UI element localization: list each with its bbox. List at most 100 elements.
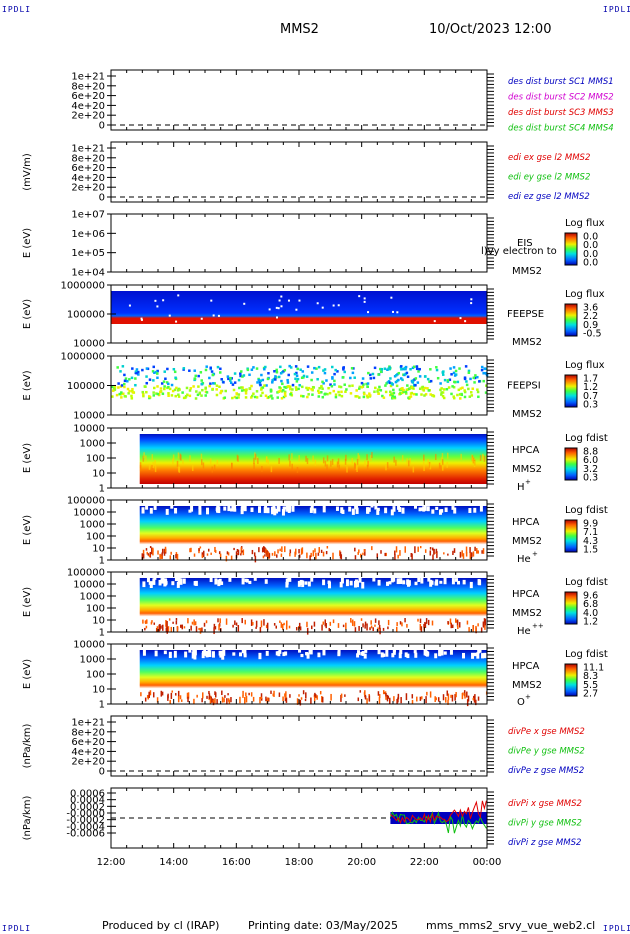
eis-overlay-text: l)vy electron to xyxy=(481,246,557,257)
spectrogram-pixel xyxy=(439,382,442,385)
y-axis-label: E (eV) xyxy=(22,659,33,689)
spectrogram-pixel xyxy=(250,619,253,626)
spectrogram-pixel xyxy=(484,367,488,371)
spectrogram-pixel xyxy=(279,365,282,369)
spectrogram-pixel xyxy=(275,625,278,629)
spectrogram-streak xyxy=(306,458,309,465)
spectrogram-pixel xyxy=(452,371,456,375)
spectrogram-pixel xyxy=(299,626,302,631)
spectrogram-gap xyxy=(142,649,146,656)
spectrogram-pixel xyxy=(148,692,150,698)
spectrogram-pixel xyxy=(261,386,265,389)
spectrogram-pixel xyxy=(201,698,203,703)
spectrogram-pixel xyxy=(192,385,195,388)
spectrogram-pixel xyxy=(318,547,320,553)
spectrogram-gap xyxy=(451,578,455,585)
spectrogram-pixel xyxy=(442,370,445,373)
spectrogram-pixel xyxy=(266,377,270,381)
spectrogram-pixel xyxy=(156,697,159,703)
spectrogram-pixel xyxy=(478,380,481,383)
spectrogram-gap xyxy=(364,648,368,653)
colorbar xyxy=(564,591,578,625)
spectrogram-pixel xyxy=(241,618,243,624)
spectrogram-pixel xyxy=(233,547,235,551)
y-tick-label: 1000000 xyxy=(60,352,105,363)
spectrogram-pixel xyxy=(446,380,450,383)
spectrogram-pixel xyxy=(141,553,144,560)
spectrogram-pixel xyxy=(123,373,126,377)
spectrogram-pixel xyxy=(476,375,479,379)
spectrogram-speck xyxy=(275,306,278,309)
spectrogram-speck xyxy=(154,299,157,302)
spectrogram-pixel xyxy=(284,694,287,699)
spectrogram-pixel xyxy=(415,365,419,368)
spectrogram-pixel xyxy=(373,390,376,393)
spectrogram-pixel xyxy=(289,387,292,391)
spectrogram-pixel xyxy=(245,692,247,697)
footer-producer: Produced by cl (IRAP) xyxy=(102,919,220,932)
spectrogram-pixel xyxy=(237,625,240,632)
spectrogram-streak xyxy=(191,465,194,472)
spectrogram-pixel xyxy=(472,697,475,701)
spectrogram-pixel xyxy=(315,367,318,370)
spectrogram-streak xyxy=(296,466,299,473)
spectrogram-pixel xyxy=(209,366,212,370)
y-tick-label: 10 xyxy=(92,544,105,555)
spectrogram-pixel xyxy=(120,391,123,394)
spectrogram-pixel xyxy=(306,365,310,368)
spectrogram-gap xyxy=(401,507,405,514)
spectrogram-streak xyxy=(289,460,291,467)
spectrogram-pixel xyxy=(174,394,177,398)
spectrogram-speck xyxy=(433,320,436,323)
spectrogram-pixel xyxy=(293,372,297,376)
spectrogram-pixel xyxy=(260,693,263,698)
spectrogram-speck xyxy=(210,299,213,302)
spectrogram-pixel xyxy=(317,389,320,393)
spectrogram-pixel xyxy=(264,547,266,554)
spectrogram-pixel xyxy=(411,553,413,560)
colorbar-tick-label: 3.2 xyxy=(583,464,598,475)
spectrogram-pixel xyxy=(276,554,278,558)
spectrogram-pixel xyxy=(259,394,263,397)
spectrogram-pixel xyxy=(417,618,419,622)
spectrogram-pixel xyxy=(378,697,381,704)
colorbar-tick-label: 11.1 xyxy=(583,663,604,674)
spectrogram-pixel xyxy=(250,384,253,388)
spectrogram-gap xyxy=(284,651,288,656)
spectrogram-pixel xyxy=(152,391,155,394)
spectrogram-pixel xyxy=(463,390,467,394)
spectrogram-pixel xyxy=(310,378,313,382)
spectrogram-pixel xyxy=(170,551,172,555)
spectrogram-pixel xyxy=(400,697,402,704)
spectrogram-pixel xyxy=(177,393,180,397)
colorbar-tick-label: 6.0 xyxy=(583,455,598,466)
colorbar-tick-label: 0.9 xyxy=(583,320,598,331)
spectrogram-gap xyxy=(243,505,247,512)
spectrogram-pixel xyxy=(450,622,452,629)
spectrogram-gap xyxy=(258,652,262,660)
y-tick-label: 10000 xyxy=(73,580,105,591)
spectrogram-gap xyxy=(337,649,341,654)
spectrogram-gap xyxy=(444,507,448,513)
spectrogram-pixel xyxy=(358,549,360,553)
spectrogram-gap xyxy=(443,577,447,585)
spectrogram-pixel xyxy=(310,371,314,374)
spectrogram-pixel xyxy=(152,394,156,397)
spectrogram-gap xyxy=(145,504,149,510)
spectrogram-pixel xyxy=(227,552,230,556)
spectrogram-pixel xyxy=(195,626,198,633)
spectrogram-pixel xyxy=(260,388,263,391)
spectrogram-gap xyxy=(393,648,397,653)
spectrogram-pixel xyxy=(278,386,281,389)
spectrogram-pixel xyxy=(387,619,390,626)
spectrogram-pixel xyxy=(314,692,316,698)
spectrogram-pixel xyxy=(428,380,431,383)
spectrogram-gap xyxy=(309,649,313,655)
spectrogram-pixel xyxy=(339,551,342,559)
spectrogram-pixel xyxy=(220,378,223,381)
spectrogram-gap xyxy=(376,507,380,512)
spectrogram-pixel xyxy=(441,394,445,398)
spectrogram-pixel xyxy=(414,377,418,380)
spectrogram-pixel xyxy=(193,369,196,372)
